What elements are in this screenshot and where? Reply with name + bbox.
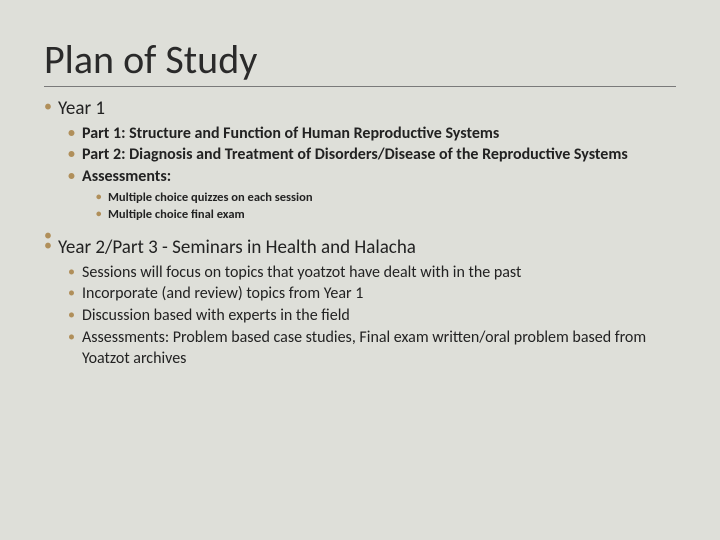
- section-heading: Year 1: [58, 97, 105, 120]
- list-item: Multiple choice final exam: [96, 207, 676, 224]
- list-item: Assessments: Problem based case studies,…: [68, 328, 676, 370]
- section-year1: Year 1 Part 1: Structure and Function of…: [44, 97, 676, 224]
- list-item: Assessments: Multiple choice quizzes on …: [68, 167, 676, 224]
- list-item: Discussion based with experts in the fie…: [68, 306, 676, 327]
- content-list: Year 1 Part 1: Structure and Function of…: [44, 97, 676, 370]
- list-item: Part 1: Structure and Function of Human …: [68, 124, 676, 145]
- list-item: Sessions will focus on topics that yoatz…: [68, 263, 676, 284]
- list-item: Part 2: Diagnosis and Treatment of Disor…: [68, 145, 676, 166]
- slide-title: Plan of Study: [44, 38, 676, 82]
- spacer: [44, 226, 676, 234]
- year1-items: Part 1: Structure and Function of Human …: [68, 124, 676, 224]
- title-underline: [44, 86, 676, 87]
- section-heading: Year 2/Part 3 - Seminars in Health and H…: [58, 236, 416, 259]
- list-item-label: Assessments:: [82, 167, 171, 186]
- year2-items: Sessions will focus on topics that yoatz…: [68, 263, 676, 370]
- list-item: Multiple choice quizzes on each session: [96, 190, 676, 207]
- slide: Plan of Study Year 1 Part 1: Structure a…: [0, 0, 720, 540]
- list-item: Incorporate (and review) topics from Yea…: [68, 284, 676, 305]
- section-year2: Year 2/Part 3 - Seminars in Health and H…: [44, 236, 676, 370]
- assessment-subitems: Multiple choice quizzes on each session …: [96, 190, 676, 224]
